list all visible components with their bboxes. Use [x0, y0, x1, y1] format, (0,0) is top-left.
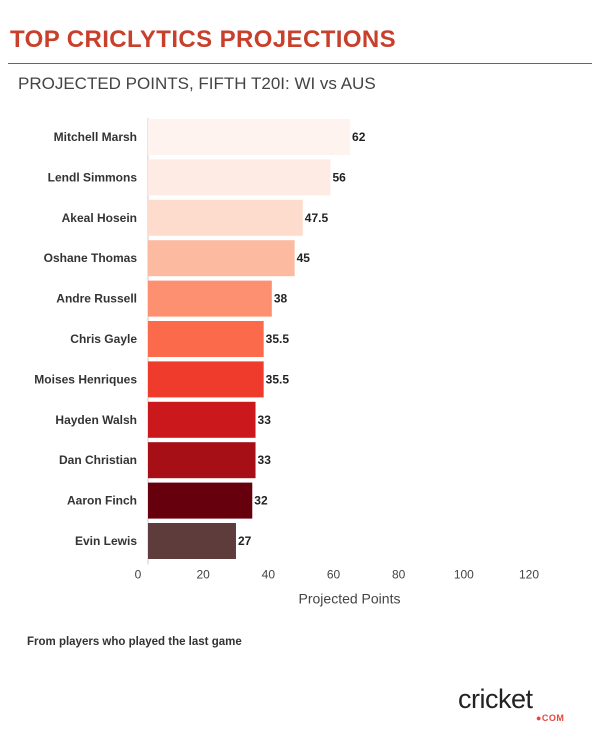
bar	[148, 442, 256, 479]
category-label: Akeal Hosein	[62, 211, 137, 225]
category-label: Lendl Simmons	[48, 170, 138, 184]
category-label: Dan Christian	[59, 453, 137, 467]
bar	[148, 280, 272, 317]
x-tick-label: 0	[135, 567, 142, 581]
bar	[148, 482, 253, 519]
category-label: Hayden Walsh	[55, 413, 137, 427]
chart-title: PROJECTED POINTS, FIFTH T20I: WI vs AUS	[18, 74, 376, 93]
category-label: Moises Henriques	[34, 372, 137, 386]
data-label: 35.5	[266, 332, 290, 346]
bar-chart: Mitchell Marsh 62 Lendl Simmons 56 Akeal Hos…	[34, 118, 539, 606]
x-axis-label: Projected Points	[299, 590, 401, 606]
page-title: TOP CRICLYTICS PROJECTIONS	[10, 26, 397, 53]
bar	[148, 199, 303, 236]
category-label: Aaron Finch	[67, 494, 137, 508]
bar	[148, 159, 331, 196]
data-label: 47.5	[305, 211, 329, 225]
data-label: 62	[352, 130, 366, 144]
data-label: 38	[274, 292, 288, 306]
bar	[148, 119, 351, 155]
category-label: Oshane Thomas	[44, 251, 138, 265]
footnote: From players who played the last game	[27, 636, 242, 648]
logo-suffix: ●COM	[536, 713, 565, 723]
x-tick-label: 60	[327, 567, 341, 581]
cricket-com-logo: cricket ●COM	[458, 684, 578, 724]
x-tick-label: 80	[392, 567, 406, 581]
data-label: 45	[297, 251, 311, 265]
category-label: Chris Gayle	[70, 332, 137, 346]
data-label: 33	[258, 453, 272, 467]
logo-wordmark: cricket	[458, 684, 533, 714]
category-label: Mitchell Marsh	[54, 130, 137, 144]
data-label: 27	[238, 534, 252, 548]
data-label: 35.5	[266, 372, 290, 386]
data-label: 32	[254, 494, 268, 508]
bar	[148, 523, 236, 559]
bar	[148, 401, 256, 438]
data-label: 33	[258, 413, 272, 427]
category-label: Andre Russell	[56, 292, 137, 306]
bar	[148, 240, 295, 277]
bar	[148, 321, 264, 357]
x-tick-label: 100	[454, 567, 474, 581]
x-tick-label: 120	[519, 567, 539, 581]
x-tick-label: 20	[196, 567, 210, 581]
data-label: 56	[332, 170, 346, 184]
category-label: Evin Lewis	[75, 534, 137, 548]
bar	[148, 361, 264, 398]
x-tick-label: 40	[262, 567, 276, 581]
title-divider	[8, 63, 592, 64]
